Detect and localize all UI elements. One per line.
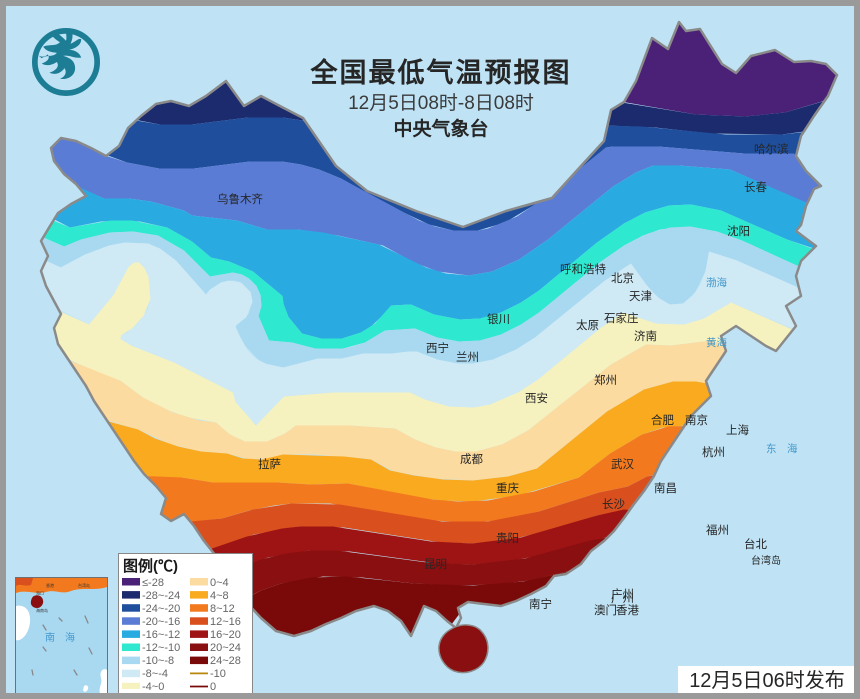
svg-text:沈阳: 沈阳 bbox=[727, 224, 750, 238]
svg-text:呼和浩特: 呼和浩特 bbox=[560, 262, 606, 276]
svg-text:济南: 济南 bbox=[634, 329, 657, 343]
svg-text:银川: 银川 bbox=[487, 312, 510, 326]
svg-text:海口: 海口 bbox=[36, 590, 44, 596]
svg-text:福州: 福州 bbox=[706, 523, 729, 537]
svg-text:武汉: 武汉 bbox=[611, 458, 634, 471]
svg-text:香港: 香港 bbox=[46, 582, 54, 588]
svg-text:南京: 南京 bbox=[685, 413, 708, 427]
svg-text:长春: 长春 bbox=[744, 181, 767, 194]
svg-text:香港: 香港 bbox=[616, 604, 639, 617]
svg-text:合肥: 合肥 bbox=[651, 413, 674, 427]
svg-text:海南岛: 海南岛 bbox=[36, 607, 48, 613]
svg-text:昆明: 昆明 bbox=[424, 558, 447, 571]
svg-text:澳门: 澳门 bbox=[594, 603, 617, 617]
svg-text:成都: 成都 bbox=[460, 453, 483, 466]
svg-text:广州: 广州 bbox=[611, 588, 634, 601]
svg-text:黄海: 黄海 bbox=[706, 336, 727, 349]
svg-text:西宁: 西宁 bbox=[426, 341, 449, 355]
svg-text:南宁: 南宁 bbox=[529, 597, 552, 611]
svg-text:贵阳: 贵阳 bbox=[496, 532, 519, 545]
svg-text:重庆: 重庆 bbox=[496, 481, 519, 495]
svg-text:哈尔滨: 哈尔滨 bbox=[754, 142, 789, 156]
svg-text:台北: 台北 bbox=[744, 537, 767, 551]
svg-text:长沙: 长沙 bbox=[602, 498, 625, 511]
svg-text:东 海: 东 海 bbox=[766, 442, 798, 455]
svg-text:西安: 西安 bbox=[525, 391, 548, 405]
svg-text:郑州: 郑州 bbox=[594, 373, 617, 387]
svg-text:台湾岛: 台湾岛 bbox=[78, 582, 90, 588]
svg-text:兰州: 兰州 bbox=[456, 351, 479, 364]
svg-text:台湾岛: 台湾岛 bbox=[751, 554, 781, 567]
svg-text:杭州: 杭州 bbox=[702, 445, 725, 459]
svg-text:南昌: 南昌 bbox=[654, 481, 677, 495]
svg-text:拉萨: 拉萨 bbox=[258, 457, 281, 471]
svg-text:北京: 北京 bbox=[611, 271, 634, 285]
svg-text:乌鲁木齐: 乌鲁木齐 bbox=[217, 192, 263, 206]
svg-text:石家庄: 石家庄 bbox=[604, 311, 639, 325]
svg-text:渤海: 渤海 bbox=[706, 276, 727, 289]
svg-text:上海: 上海 bbox=[726, 423, 749, 437]
svg-text:天津: 天津 bbox=[629, 290, 652, 303]
svg-text:南 海: 南 海 bbox=[45, 631, 75, 644]
svg-text:太原: 太原 bbox=[576, 319, 599, 332]
